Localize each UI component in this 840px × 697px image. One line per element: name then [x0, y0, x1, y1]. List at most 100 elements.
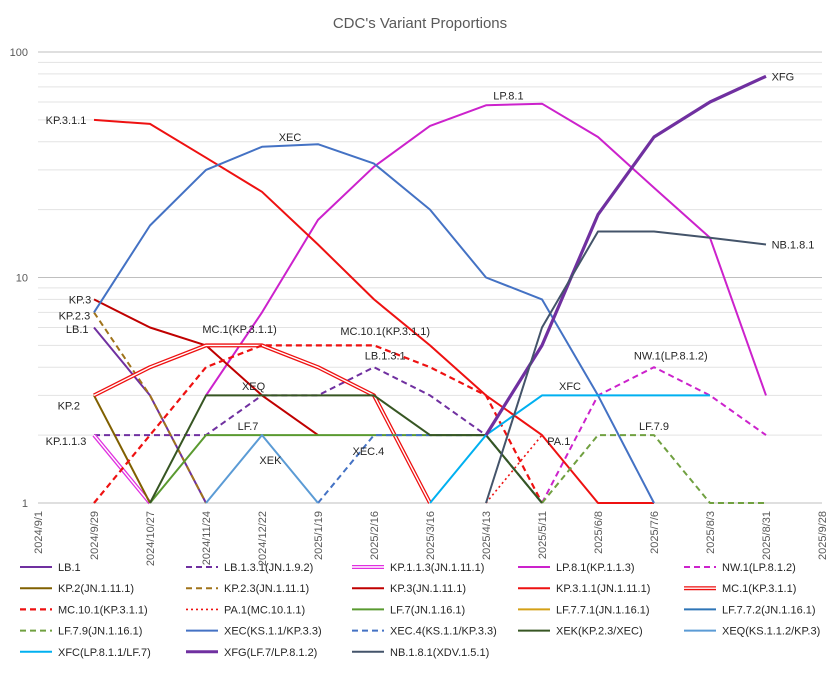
legend-item-nb-1-8-1: NB.1.8.1(XDV.1.5.1) [352, 647, 489, 659]
legend-label: NW.1(LP.8.1.2) [722, 562, 796, 574]
legend-label: XEC.4(KS.1.1/KP.3.3) [390, 626, 497, 638]
x-tick-label: 2024/12/22 [257, 511, 269, 566]
data-label: KP.2.3 [59, 310, 91, 322]
data-label: KP.2 [58, 401, 80, 413]
x-tick-label: 2025/6/8 [593, 511, 605, 554]
legend-item-nw-1: NW.1(LP.8.1.2) [684, 562, 796, 574]
series-line-xek [149, 394, 543, 504]
data-label: XFC [559, 381, 581, 393]
legend-label: LF.7.7.2(JN.1.16.1) [722, 604, 816, 616]
legend-item-lb-1: LB.1 [20, 562, 81, 574]
legend-item-lf-7-7-2: LF.7.7.2(JN.1.16.1) [684, 604, 816, 616]
legend-label: XFG(LF.7/LP.8.1.2) [224, 647, 317, 659]
data-label: NB.1.8.1 [772, 240, 815, 252]
legend-label: PA.1(MC.10.1.1) [224, 604, 305, 616]
legend-item-xec: XEC(KS.1.1/KP.3.3) [186, 626, 322, 638]
legend-item-kp-3-1-1: KP.3.1.1(JN.1.11.1) [518, 583, 650, 595]
x-tick-label: 2024/10/27 [145, 511, 157, 566]
data-label: XEQ [242, 381, 266, 393]
data-label: KP.3 [69, 294, 91, 306]
series-line-nw-1 [541, 366, 767, 504]
x-tick-label: 2024/9/1 [33, 511, 45, 554]
legend-label: KP.2(JN.1.11.1) [58, 583, 134, 595]
legend-label: XFC(LP.8.1.1/LF.7) [58, 647, 151, 659]
legend-label: LB.1.3.1(JN.1.9.2) [224, 562, 313, 574]
x-tick-label: 2024/9/29 [89, 511, 101, 560]
series-line-lb-1-3-1 [94, 366, 543, 504]
legend-item-kp-2: KP.2(JN.1.11.1) [20, 583, 134, 595]
series-line-lf-7-9 [541, 434, 766, 504]
series-line-mc-10-1 [93, 344, 543, 504]
legend-item-mc-1: MC.1(KP.3.1.1) [684, 583, 796, 595]
x-tick-label: 2025/1/19 [313, 511, 325, 560]
x-tick-label: 2025/9/28 [817, 511, 829, 560]
x-tick-label: 2025/3/16 [425, 511, 437, 560]
data-label: LF.7 [238, 421, 259, 433]
legend-item-lb-1-3-1: LB.1.3.1(JN.1.9.2) [186, 562, 313, 574]
legend-label: LF.7.7.1(JN.1.16.1) [556, 604, 650, 616]
series-lines [92, 74, 767, 505]
legend-label: KP.2.3(JN.1.11.1) [224, 583, 309, 595]
legend-label: LF.7.9(JN.1.16.1) [58, 626, 142, 638]
x-tick-label: 2024/11/24 [201, 511, 213, 565]
legend-item-kp-3: KP.3(JN.1.11.1) [352, 583, 466, 595]
data-label: KP.3.1.1 [46, 115, 87, 127]
legend-label: KP.1.1.3(JN.1.11.1) [390, 562, 484, 574]
data-label: MC.1(KP.3.1.1) [202, 324, 276, 336]
data-label: LB.1 [66, 324, 89, 336]
data-label: XEC [279, 132, 302, 144]
data-label: LP.8.1 [493, 91, 523, 103]
data-label: KP.1.1.3 [46, 436, 87, 448]
annotations: KP.3.1.1 XEC LP.8.1 XFG NB.1.8.1 KP.3 KP.2.3 LB… [46, 71, 815, 467]
legend-label: NB.1.8.1(XDV.1.5.1) [390, 647, 489, 659]
legend-label: LF.7(JN.1.16.1) [390, 604, 465, 616]
y-tick-label: 10 [16, 273, 28, 285]
x-tick-label: 2025/5/11 [537, 511, 549, 559]
legend-label: KP.3(JN.1.11.1) [390, 583, 466, 595]
legend-label: XEK(KP.2.3/XEC) [556, 626, 643, 638]
legend-label: MC.1(KP.3.1.1) [722, 583, 796, 595]
series-line-kp-2 [93, 394, 151, 504]
x-tick-label: 2025/7/6 [649, 511, 661, 554]
data-label: XEK [259, 455, 282, 467]
series-line-xfg [484, 74, 767, 436]
legend-label: LP.8.1(KP.1.1.3) [556, 562, 635, 574]
legend-item-kp-1-1-3: KP.1.1.3(JN.1.11.1) [352, 562, 484, 574]
series-line-xfc [429, 394, 710, 504]
legend-item-xfg: XFG(LF.7/LP.8.1.2) [186, 647, 317, 659]
legend: LB.1 LB.1.3.1(JN.1.9.2) KP.1.1.3(JN.1.11.1… [20, 562, 820, 659]
data-label: LF.7.9 [639, 421, 669, 433]
legend-item-pa-1: PA.1(MC.10.1.1) [186, 604, 305, 616]
legend-label: XEQ(KS.1.1.2/KP.3) [722, 626, 820, 638]
x-tick-label: 2025/4/13 [481, 511, 493, 560]
legend-label: XEC(KS.1.1/KP.3.3) [224, 626, 322, 638]
series-line-kp-2-3 [93, 311, 207, 504]
data-label: NW.1(LP.8.1.2) [634, 351, 708, 363]
legend-label: MC.10.1(KP.3.1.1) [58, 604, 148, 616]
data-label: PA.1 [547, 436, 570, 448]
legend-item-lf-7: LF.7(JN.1.16.1) [352, 604, 465, 616]
data-label: MC.10.1(KP.3.1.1) [340, 326, 430, 338]
legend-item-xfc: XFC(LP.8.1.1/LF.7) [20, 647, 151, 659]
chart-title: CDC's Variant Proportions [333, 15, 507, 32]
gridlines [38, 51, 822, 504]
y-tick-label: 1 [22, 498, 28, 510]
legend-item-kp-2-3: KP.2.3(JN.1.11.1) [186, 583, 309, 595]
series-line-kp-3-1-1 [93, 118, 654, 504]
legend-item-lp-8-1: LP.8.1(KP.1.1.3) [518, 562, 635, 574]
axes: 1 10 100 2024/9/1 2024/9/29 2024/10/27 2024/11… [10, 47, 829, 566]
legend-item-xek: XEK(KP.2.3/XEC) [518, 626, 643, 638]
legend-item-xeq: XEQ(KS.1.1.2/KP.3) [684, 626, 820, 638]
legend-item-xec-4: XEC.4(KS.1.1/KP.3.3) [352, 626, 497, 638]
x-tick-label: 2025/2/16 [369, 511, 381, 560]
series-line-lp-8-1 [205, 102, 767, 396]
legend-label: LB.1 [58, 562, 81, 574]
data-label: XEC.4 [353, 446, 385, 458]
series-line-nb-1-8-1 [485, 230, 767, 504]
series-line-xec [93, 143, 655, 504]
x-tick-label: 2025/8/31 [761, 511, 773, 560]
data-label: LB.1.3.1 [365, 351, 406, 363]
y-tick-label: 100 [10, 47, 28, 59]
x-tick-label: 2025/8/3 [705, 511, 717, 554]
